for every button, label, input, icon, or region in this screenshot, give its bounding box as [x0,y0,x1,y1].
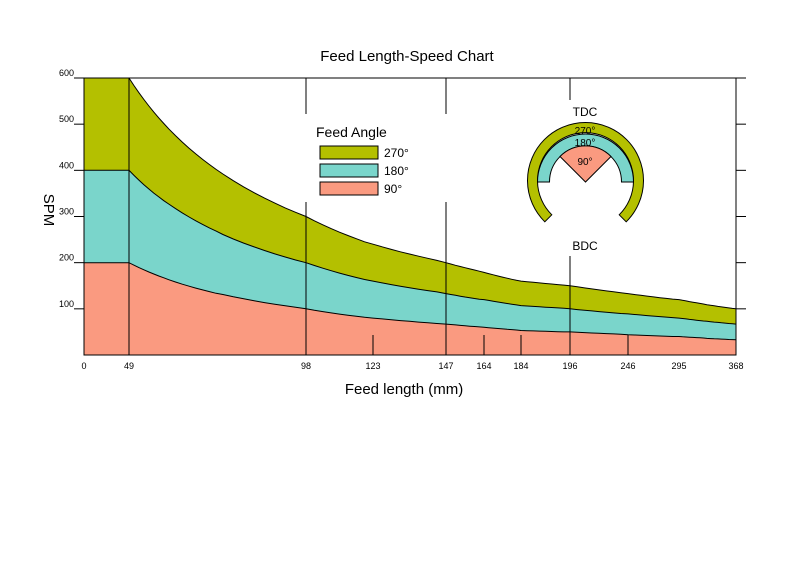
x-axis-label: Feed length (mm) [345,381,463,398]
y-axis-ticks: 100 200 300 400 500 600 [59,68,74,309]
series-line-2 [84,262,737,341]
series-line-1 [84,169,737,325]
series-boundaries [84,77,737,341]
y-tick-label: 600 [59,68,74,78]
y-tick-label: 300 [59,207,74,217]
dial-wedge-90 [559,145,612,183]
dial-arc-270 [527,121,644,223]
legend-title: Feed Angle [316,124,387,140]
legend-swatch-90 [319,181,379,196]
x-tick-label: 49 [124,361,134,371]
dial-label-90: 90° [577,157,592,168]
x-tick-label: 196 [562,361,577,371]
x-tick-label: 368 [728,361,743,371]
legend-swatch-180 [319,163,379,178]
x-tick-label: 123 [365,361,380,371]
y-tick-label: 100 [59,299,74,309]
legend: Feed Angle 270° 180° 90° [304,114,448,202]
series-line-0 [84,77,737,310]
series-areas [84,78,736,355]
x-tick-label: 147 [438,361,453,371]
x-tick-label: 246 [620,361,635,371]
x-tick-label: 164 [476,361,491,371]
y-tick-label: 400 [59,160,74,170]
legend-label-90: 90° [384,182,402,196]
legend-label-180: 180° [384,164,409,178]
series-area-2 [84,262,736,355]
crank-dial: TDC 270° 180° 90° BDC [514,100,652,256]
dial-top-label: TDC [573,105,598,119]
legend-label-270: 270° [384,146,409,160]
y-axis-label: SPM [40,194,57,227]
x-tick-label: 184 [513,361,528,371]
plot-frame [83,77,737,356]
plot-area [74,77,746,356]
dial-label-270: 270° [575,126,596,137]
y-tick-label: 500 [59,114,74,124]
legend-swatch-270 [319,145,379,160]
x-tick-label: 295 [671,361,686,371]
x-axis-ticks: 0 49 98 123 147 164 184 196 246 295 368 [81,361,743,371]
x-tick-label: 0 [81,361,86,371]
x-tick-label: 98 [301,361,311,371]
dial-label-180: 180° [575,138,596,149]
y-tick-label: 200 [59,253,74,263]
dial-bottom-label: BDC [572,239,598,253]
chart-title: Feed Length-Speed Chart [320,48,494,65]
